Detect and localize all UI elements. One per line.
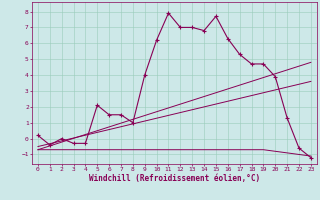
X-axis label: Windchill (Refroidissement éolien,°C): Windchill (Refroidissement éolien,°C) xyxy=(89,174,260,183)
